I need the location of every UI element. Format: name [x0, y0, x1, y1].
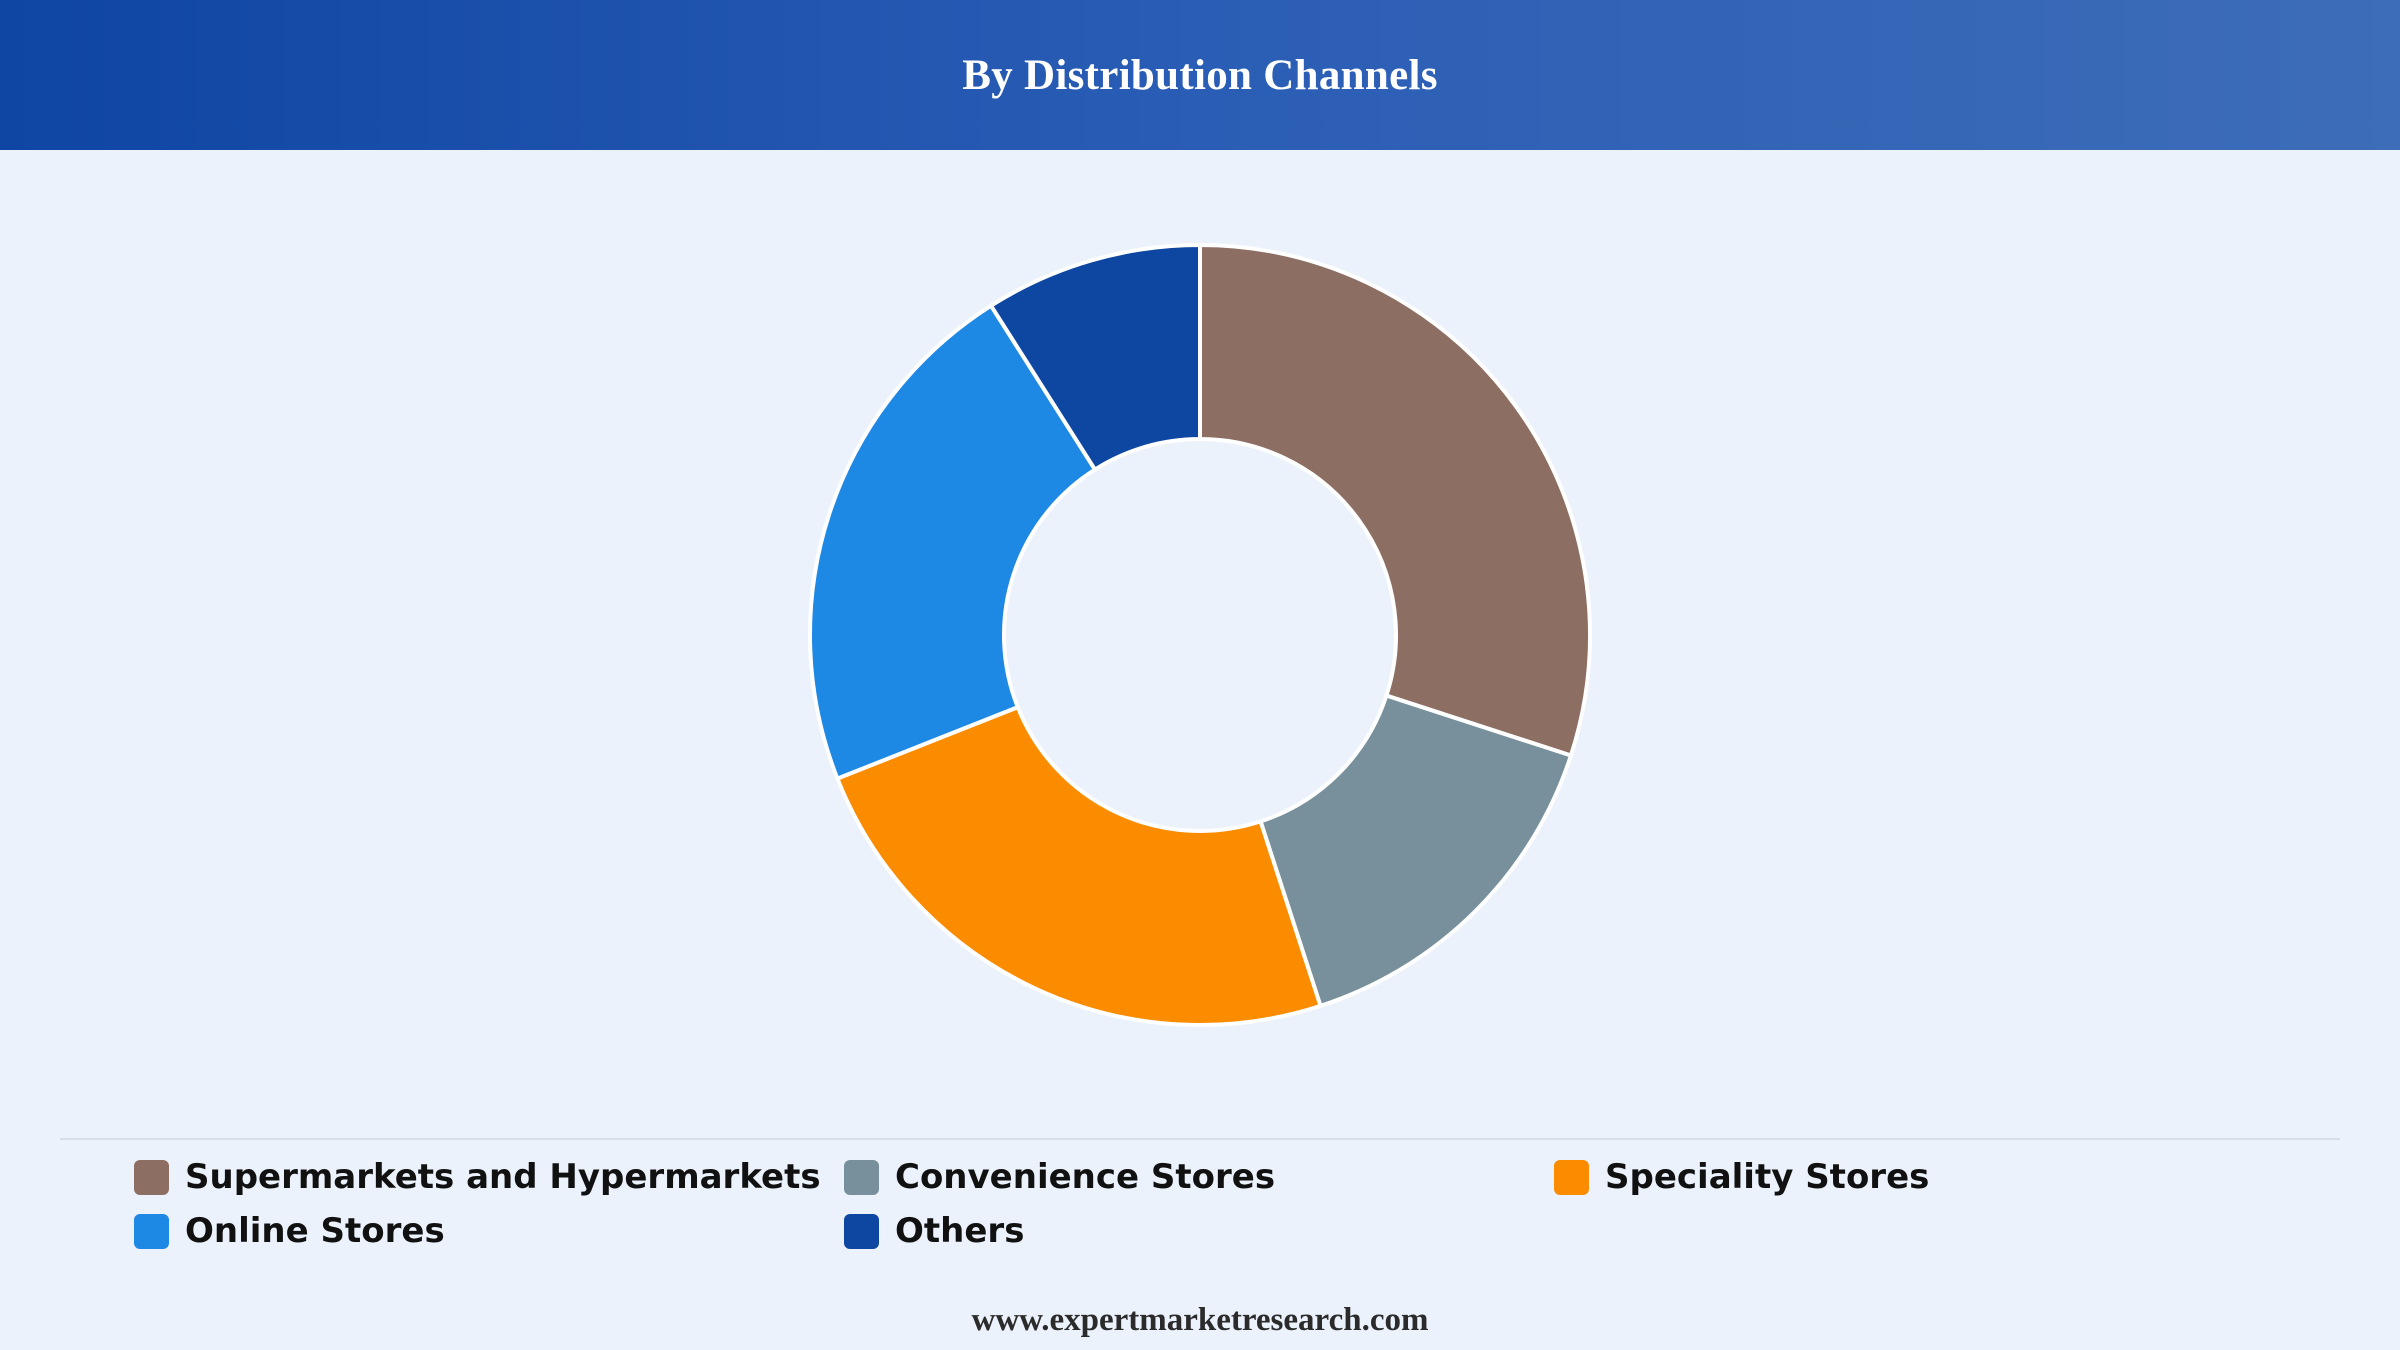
chart-header: By Distribution Channels [0, 0, 2400, 150]
donut-slice-online-stores[interactable] [808, 302, 1098, 782]
legend-label: Others [895, 1211, 1025, 1251]
legend-swatch [134, 1159, 169, 1195]
legend-swatch [844, 1159, 879, 1195]
donut-slice-convenience-stores[interactable] [1258, 693, 1574, 1009]
legend-item-others[interactable]: Others [844, 1206, 1024, 1256]
footer: www.expertmarketresearch.com [0, 1295, 2400, 1345]
legend-label: Supermarkets and Hypermarkets [185, 1157, 821, 1197]
donut-slice-supermarkets-and-hypermarkets[interactable] [1198, 242, 1592, 759]
legend-item-speciality-stores[interactable]: Speciality Stores [1554, 1152, 1929, 1202]
legend-swatch [1554, 1159, 1589, 1195]
legend-divider [60, 1138, 2340, 1140]
legend-item-online-stores[interactable]: Online Stores [134, 1206, 445, 1256]
legend-swatch [844, 1213, 879, 1249]
legend-swatch [134, 1213, 169, 1249]
legend-label: Online Stores [185, 1211, 445, 1251]
legend-item-supermarkets-and-hypermarkets[interactable]: Supermarkets and Hypermarkets [134, 1152, 821, 1202]
chart-legend: Supermarkets and Hypermarkets Convenience… [134, 1152, 2334, 1272]
chart-title: By Distribution Channels [962, 51, 1438, 99]
donut-chart [808, 242, 1592, 1027]
donut-slice-others[interactable] [988, 242, 1202, 473]
legend-label: Convenience Stores [895, 1157, 1276, 1197]
legend-label: Speciality Stores [1605, 1157, 1930, 1197]
chart-area [0, 150, 2400, 1140]
donut-slice-speciality-stores[interactable] [834, 704, 1324, 1027]
legend-item-convenience-stores[interactable]: Convenience Stores [844, 1152, 1275, 1202]
footer-url: www.expertmarketresearch.com [971, 1301, 1429, 1338]
